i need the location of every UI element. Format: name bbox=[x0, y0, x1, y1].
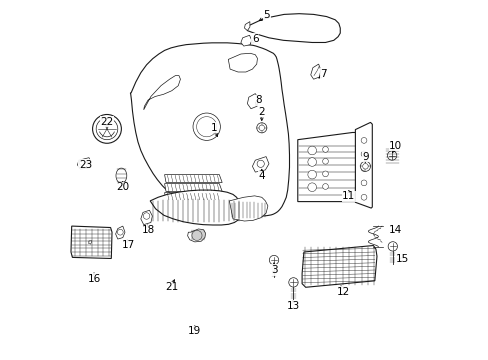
Text: iQ: iQ bbox=[88, 239, 93, 244]
Circle shape bbox=[362, 163, 367, 169]
Text: 6: 6 bbox=[251, 34, 258, 44]
Circle shape bbox=[361, 138, 366, 143]
Circle shape bbox=[307, 158, 316, 166]
Text: 8: 8 bbox=[254, 95, 261, 105]
Text: 15: 15 bbox=[395, 254, 408, 264]
Polygon shape bbox=[141, 210, 152, 225]
Circle shape bbox=[288, 278, 298, 287]
Text: 5: 5 bbox=[263, 10, 269, 20]
Polygon shape bbox=[241, 35, 251, 46]
Text: 22: 22 bbox=[100, 117, 113, 127]
Polygon shape bbox=[228, 53, 257, 72]
Text: 19: 19 bbox=[188, 326, 201, 336]
Circle shape bbox=[192, 230, 202, 240]
Circle shape bbox=[96, 118, 118, 140]
Polygon shape bbox=[247, 94, 258, 109]
Circle shape bbox=[117, 229, 123, 235]
Text: 14: 14 bbox=[388, 225, 402, 235]
Circle shape bbox=[361, 151, 366, 157]
Circle shape bbox=[322, 184, 328, 189]
Circle shape bbox=[361, 194, 366, 200]
Polygon shape bbox=[297, 132, 355, 202]
Circle shape bbox=[92, 114, 121, 143]
Polygon shape bbox=[143, 76, 180, 110]
Text: 23: 23 bbox=[79, 160, 92, 170]
Circle shape bbox=[79, 160, 84, 165]
Circle shape bbox=[193, 113, 220, 140]
Circle shape bbox=[269, 255, 278, 265]
Circle shape bbox=[386, 151, 396, 160]
Text: 21: 21 bbox=[165, 282, 178, 292]
Circle shape bbox=[322, 158, 328, 164]
Polygon shape bbox=[115, 226, 125, 239]
Text: 12: 12 bbox=[336, 287, 349, 297]
Text: 3: 3 bbox=[270, 265, 277, 275]
Polygon shape bbox=[130, 43, 289, 217]
Text: 20: 20 bbox=[116, 182, 129, 192]
Circle shape bbox=[361, 180, 366, 186]
Polygon shape bbox=[229, 196, 267, 221]
Polygon shape bbox=[247, 14, 340, 42]
Text: 11: 11 bbox=[342, 191, 355, 201]
Polygon shape bbox=[164, 184, 222, 192]
Polygon shape bbox=[244, 22, 249, 31]
Circle shape bbox=[360, 161, 370, 171]
Text: 4: 4 bbox=[258, 171, 264, 181]
Text: 9: 9 bbox=[362, 152, 368, 162]
Polygon shape bbox=[164, 193, 222, 201]
Circle shape bbox=[361, 166, 366, 171]
Text: 7: 7 bbox=[320, 69, 326, 79]
Polygon shape bbox=[302, 246, 376, 287]
Circle shape bbox=[307, 170, 316, 179]
Text: 17: 17 bbox=[122, 240, 135, 250]
Text: 16: 16 bbox=[87, 274, 101, 284]
Text: 13: 13 bbox=[286, 301, 300, 311]
Circle shape bbox=[143, 213, 149, 219]
Text: 1: 1 bbox=[210, 123, 217, 133]
Circle shape bbox=[259, 125, 264, 131]
Polygon shape bbox=[164, 175, 222, 183]
Circle shape bbox=[257, 160, 264, 167]
Circle shape bbox=[196, 117, 216, 137]
Circle shape bbox=[387, 242, 397, 251]
Circle shape bbox=[256, 123, 266, 133]
Text: 2: 2 bbox=[258, 107, 264, 117]
Text: 10: 10 bbox=[388, 141, 402, 151]
Polygon shape bbox=[310, 64, 320, 79]
Polygon shape bbox=[187, 229, 205, 242]
Polygon shape bbox=[150, 190, 242, 225]
Circle shape bbox=[307, 146, 316, 155]
Circle shape bbox=[322, 147, 328, 152]
Polygon shape bbox=[71, 226, 112, 258]
Polygon shape bbox=[355, 122, 371, 208]
Circle shape bbox=[322, 171, 328, 177]
Text: 18: 18 bbox=[141, 225, 154, 235]
Ellipse shape bbox=[116, 168, 126, 183]
Polygon shape bbox=[252, 157, 268, 172]
Circle shape bbox=[307, 183, 316, 192]
Polygon shape bbox=[77, 158, 91, 169]
